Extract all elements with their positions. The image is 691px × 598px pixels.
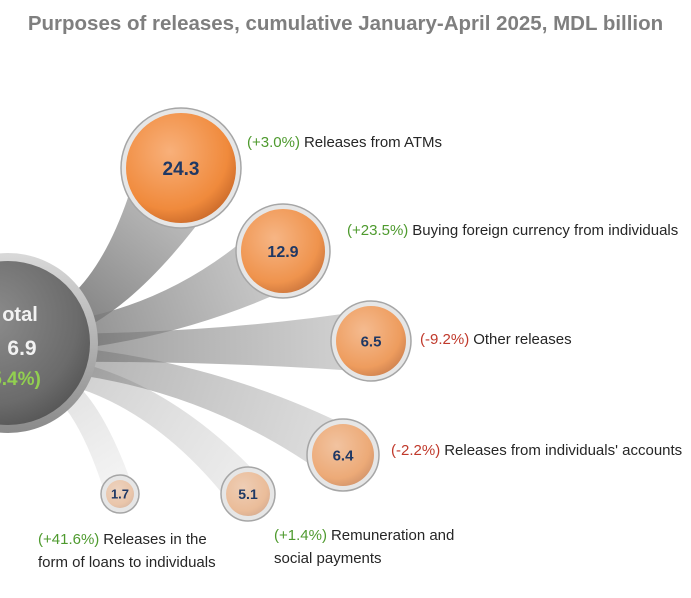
bubbles: 24.3 12.9 6.5 6.4 5.1 1.7 (100, 107, 412, 522)
label-loans: (+41.6%) Releases in the form of loans to… (38, 528, 223, 574)
bubble-value: 24.3 (163, 159, 200, 180)
bubble-value: 5.1 (238, 486, 258, 502)
label-atms: (+3.0%) Releases from ATMs (247, 131, 547, 154)
total-node: otal 6.9 5.4%) (0, 253, 98, 433)
change-loans: (+41.6%) (38, 531, 100, 548)
change-accounts: (-2.2%) (391, 442, 441, 459)
bubble (126, 113, 236, 223)
label-remuneration: (+1.4%) Remuneration and social payments (274, 524, 474, 570)
total-label: otal (2, 304, 38, 326)
bubble-value: 1.7 (111, 487, 129, 502)
connector (41, 357, 260, 512)
bubble-value: 6.5 (361, 333, 382, 350)
label-fx: (+23.5%) Buying foreign currency from ind… (347, 219, 682, 242)
bubble (312, 424, 374, 486)
change-atms: (+3.0%) (247, 134, 300, 151)
change-fx: (+23.5%) (347, 222, 409, 239)
bubble (336, 306, 406, 376)
total-value: 6.9 (7, 337, 36, 360)
label-accounts: (-2.2%) Releases from individuals' accoun… (391, 439, 683, 462)
chart-title: Purposes of releases, cumulative January… (27, 12, 664, 35)
bubble (226, 472, 270, 516)
name-fx: Buying foreign currency from individuals (412, 222, 679, 239)
bubble-value: 12.9 (267, 244, 298, 261)
bubble (106, 480, 134, 508)
connector (37, 371, 133, 502)
change-remuneration: (+1.4%) (274, 527, 327, 544)
name-other: Other releases (473, 331, 572, 348)
name-remuneration: Remuneration and social payments (274, 527, 455, 567)
name-accounts: Releases from individuals' accounts (444, 442, 683, 459)
bubble (241, 209, 325, 293)
total-bubble (0, 261, 90, 425)
bubble-value: 6.4 (333, 447, 355, 464)
total-change: 5.4%) (0, 369, 41, 390)
change-other: (-9.2%) (420, 331, 470, 348)
label-other: (-9.2%) Other releases (420, 328, 680, 351)
name-atms: Releases from ATMs (303, 134, 443, 151)
name-loans: Releases in the form of loans to individ… (38, 531, 216, 571)
connector (42, 216, 296, 352)
